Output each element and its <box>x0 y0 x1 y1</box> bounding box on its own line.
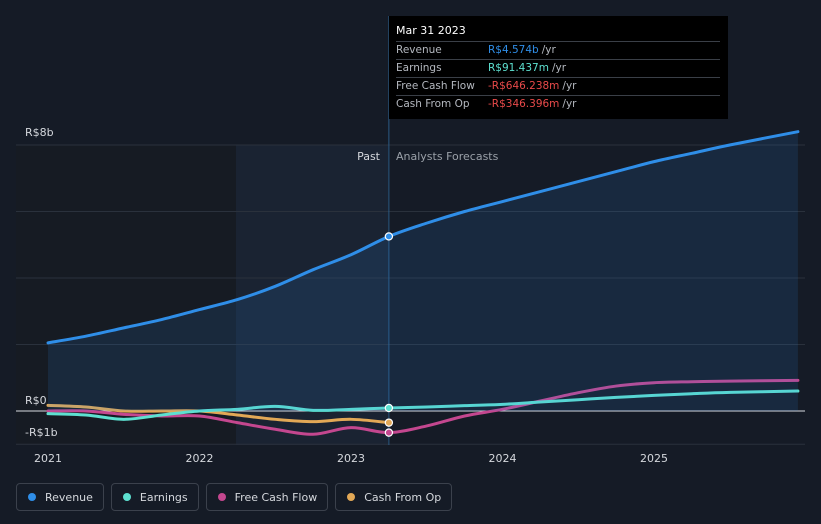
tooltip-row: Free Cash Flow -R$646.238m/yr <box>396 77 720 95</box>
tooltip-row-unit: /yr <box>562 80 577 92</box>
tooltip-row: Revenue R$4.574b/yr <box>396 41 720 59</box>
legend-item-free-cash-flow[interactable]: Free Cash Flow <box>205 483 329 511</box>
tooltip-row-unit: /yr <box>551 62 567 74</box>
legend-label: Revenue <box>45 490 93 504</box>
free-cash-flow-marker <box>384 428 394 437</box>
hover-markers <box>384 232 394 437</box>
revenue-area <box>48 131 798 411</box>
tooltip-row-value: -R$646.238m <box>488 80 560 92</box>
x-axis-ticks: 2021 2022 2023 2024 2025 <box>34 452 668 465</box>
series-layer <box>46 130 800 436</box>
forecast-label: Analysts Forecasts <box>396 150 499 163</box>
x-tick-label: 2021 <box>34 452 62 465</box>
legend-dot-icon <box>122 493 131 501</box>
legend-dot-icon <box>217 493 226 501</box>
tooltip-row-value: -R$346.396m <box>488 98 560 110</box>
tooltip-rows: Revenue R$4.574b/yr Earnings R$91.437m/yr Fr… <box>396 41 720 113</box>
legend-item-revenue[interactable]: Revenue <box>16 483 104 511</box>
x-tick-label: 2024 <box>489 452 517 465</box>
tooltip-row-value: R$91.437m <box>488 62 549 74</box>
legend-label: Cash From Op <box>364 490 442 504</box>
tooltip-row-label: Revenue <box>396 44 442 56</box>
earnings-line <box>46 389 800 421</box>
legend-dot-icon <box>347 493 356 501</box>
y-label-zero: R$0 <box>25 394 47 407</box>
x-tick-label: 2022 <box>186 452 214 465</box>
tooltip-row-unit: /yr <box>541 44 556 56</box>
tooltip-row: Cash From Op -R$346.396m/yr <box>396 95 720 113</box>
tooltip-row-unit: /yr <box>562 98 577 110</box>
x-tick-label: 2025 <box>640 452 668 465</box>
legend-dot-icon <box>28 493 36 501</box>
cash-from-op-line <box>46 403 391 425</box>
cash-from-op-marker <box>384 418 394 427</box>
past-shade-light <box>16 145 236 445</box>
legend-label: Earnings <box>139 490 188 504</box>
tooltip-row-label: Free Cash Flow <box>396 80 475 92</box>
past-label: Past <box>357 150 381 163</box>
earnings-marker <box>384 403 394 413</box>
legend: Revenue Earnings Free Cash Flow Cash From O… <box>16 483 453 511</box>
tooltip-row-value: R$4.574b <box>488 44 539 56</box>
past-shade-dark <box>236 145 388 445</box>
revenue-line <box>46 130 800 345</box>
legend-item-cash-from-op[interactable]: Cash From Op <box>335 483 453 511</box>
tooltip-row-label: Earnings <box>396 62 442 74</box>
y-label-top: R$8b <box>25 126 54 139</box>
revenue-marker <box>384 232 394 241</box>
tooltip-date: Mar 31 2023 <box>396 24 466 37</box>
x-tick-label: 2023 <box>337 452 365 465</box>
tooltip-row-label: Cash From Op <box>396 98 470 110</box>
tooltip-row: Earnings R$91.437m/yr <box>396 59 720 77</box>
y-label-bottom: -R$1b <box>25 426 58 439</box>
tooltip: Mar 31 2023 Revenue R$4.574b/yr Earnings R$… <box>389 16 728 119</box>
legend-label: Free Cash Flow <box>234 490 318 504</box>
legend-item-earnings[interactable]: Earnings <box>110 483 199 511</box>
